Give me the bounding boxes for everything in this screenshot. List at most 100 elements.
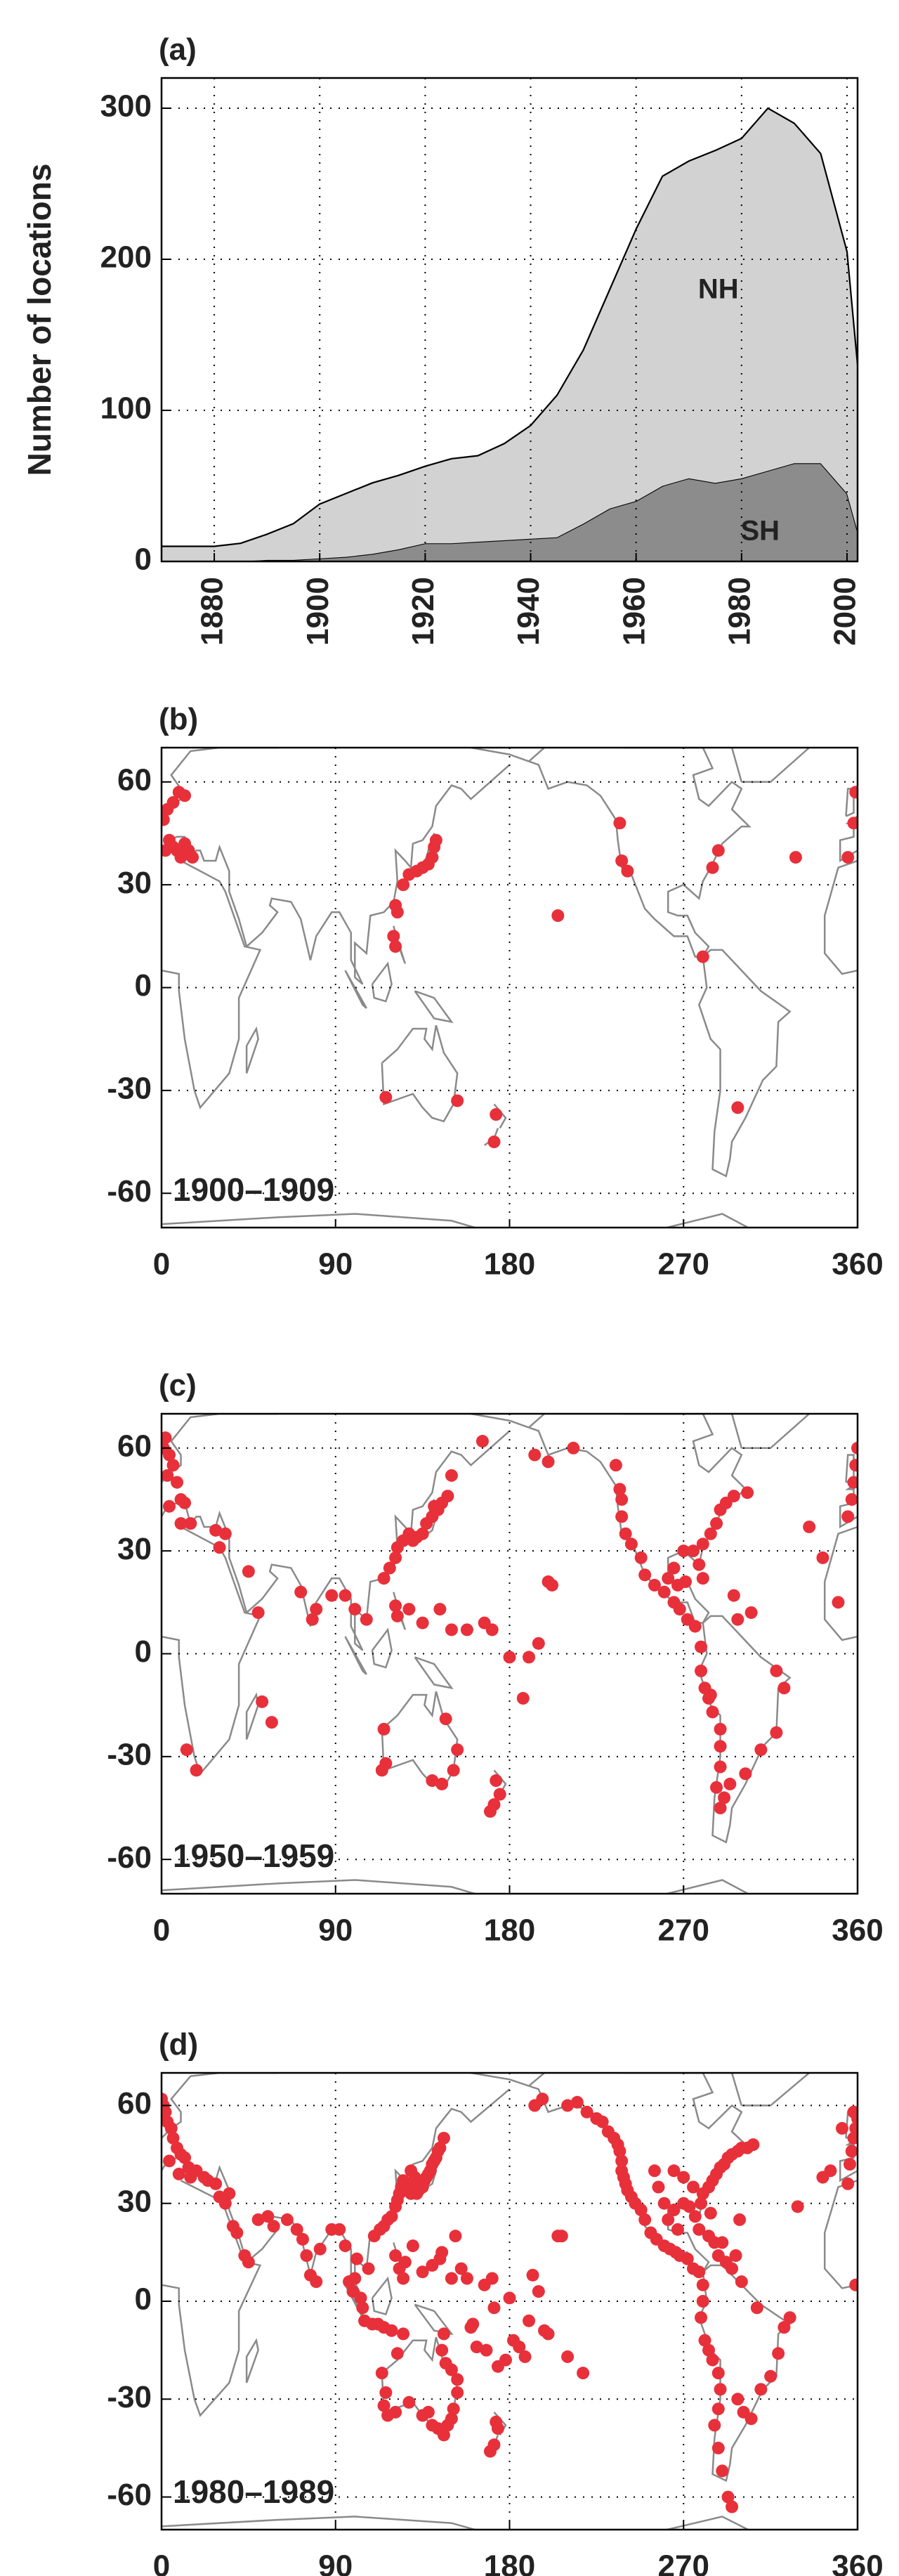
point (704, 1689, 717, 1702)
point (405, 2164, 418, 2178)
axes-frame (160, 2071, 859, 2531)
point (849, 2121, 858, 2135)
point (667, 1561, 681, 1575)
x-tick-label: 180 (484, 1247, 535, 1282)
point (596, 2115, 609, 2128)
y-tick-label: -60 (107, 1840, 152, 1875)
y-tick-label: 30 (117, 1532, 152, 1566)
point (294, 1585, 308, 1599)
point (483, 1804, 497, 1818)
point (435, 2343, 449, 2357)
point (561, 2099, 575, 2112)
x-tick-label: 270 (658, 2549, 709, 2576)
point (580, 2105, 593, 2119)
coastline (162, 2180, 262, 2417)
point (615, 854, 629, 867)
point (677, 2197, 690, 2210)
coastline (414, 990, 454, 1024)
coastline (730, 2073, 811, 2107)
point (491, 2422, 504, 2435)
point (615, 1492, 629, 1506)
point (439, 2357, 452, 2370)
point (223, 2187, 236, 2200)
point (816, 1551, 829, 1564)
point (706, 2353, 719, 2367)
point (754, 2383, 768, 2396)
point (256, 1695, 269, 1708)
point (389, 1599, 402, 1613)
point (178, 2151, 192, 2164)
point (296, 2232, 309, 2246)
point (652, 2180, 665, 2194)
coastline (162, 1414, 530, 1483)
y-tick-label: 60 (117, 762, 152, 797)
point (325, 1589, 339, 1602)
point (764, 2369, 777, 2383)
point (667, 2164, 681, 2178)
point (397, 2272, 410, 2285)
x-tick-label: 0 (153, 2549, 170, 2576)
point (613, 2145, 626, 2158)
point (163, 2154, 176, 2168)
coastline (245, 1692, 259, 1740)
panel-label: (c) (159, 1368, 197, 1403)
point (265, 1716, 278, 1729)
point (726, 2500, 739, 2513)
point (162, 1469, 174, 1482)
point (398, 2256, 412, 2269)
point (702, 2230, 716, 2243)
point (389, 2405, 402, 2419)
x-tick-label: 0 (153, 1913, 170, 1948)
point (711, 2402, 725, 2416)
x-tick-label: 270 (658, 1247, 709, 1282)
point (657, 2197, 671, 2210)
point (849, 786, 858, 799)
point (397, 878, 410, 892)
point (163, 1500, 176, 1513)
point (777, 1681, 791, 1695)
point (523, 1651, 536, 1664)
point (174, 1517, 188, 1530)
point (426, 851, 439, 864)
point (693, 2265, 706, 2279)
point (310, 1603, 323, 1616)
point (518, 2350, 532, 2363)
point (261, 2210, 275, 2223)
point (416, 1616, 429, 1629)
coastline (381, 1691, 459, 1789)
period-label: 1900–1909 (173, 1171, 334, 1208)
point (696, 1572, 709, 1585)
y-tick-label: 100 (100, 391, 152, 426)
point (172, 2167, 185, 2180)
point (783, 2311, 796, 2324)
point (695, 2197, 708, 2210)
point (449, 2230, 462, 2243)
point (693, 2223, 706, 2236)
point (693, 1558, 706, 1571)
coastline (730, 1414, 811, 1450)
point (634, 1551, 648, 1564)
point (426, 1774, 439, 1788)
plot-area (162, 748, 858, 1228)
point (493, 1788, 506, 1801)
point (711, 2249, 725, 2262)
point (171, 1476, 184, 1489)
point (542, 1455, 555, 1469)
point (671, 2223, 684, 2236)
point (487, 2301, 501, 2315)
point (731, 2393, 744, 2406)
x-tick-label: 180 (484, 1913, 535, 1948)
x-tick-label: 2000 (828, 577, 862, 646)
y-tick-label: 0 (135, 1634, 152, 1669)
panel: 0 90 180 270 360 -60 -30 0 30 60(d) 1980–1989 (107, 2027, 883, 2576)
y-axis-label: Number of locations (21, 164, 58, 476)
point (526, 2268, 539, 2282)
x-tick-label: 1880 (195, 577, 230, 646)
point (772, 2347, 785, 2360)
coastline (371, 961, 393, 1003)
point (621, 864, 634, 878)
point (721, 2490, 735, 2504)
x-tick-label: 360 (832, 2549, 883, 2576)
area-outline (162, 107, 858, 547)
point (377, 2399, 391, 2412)
